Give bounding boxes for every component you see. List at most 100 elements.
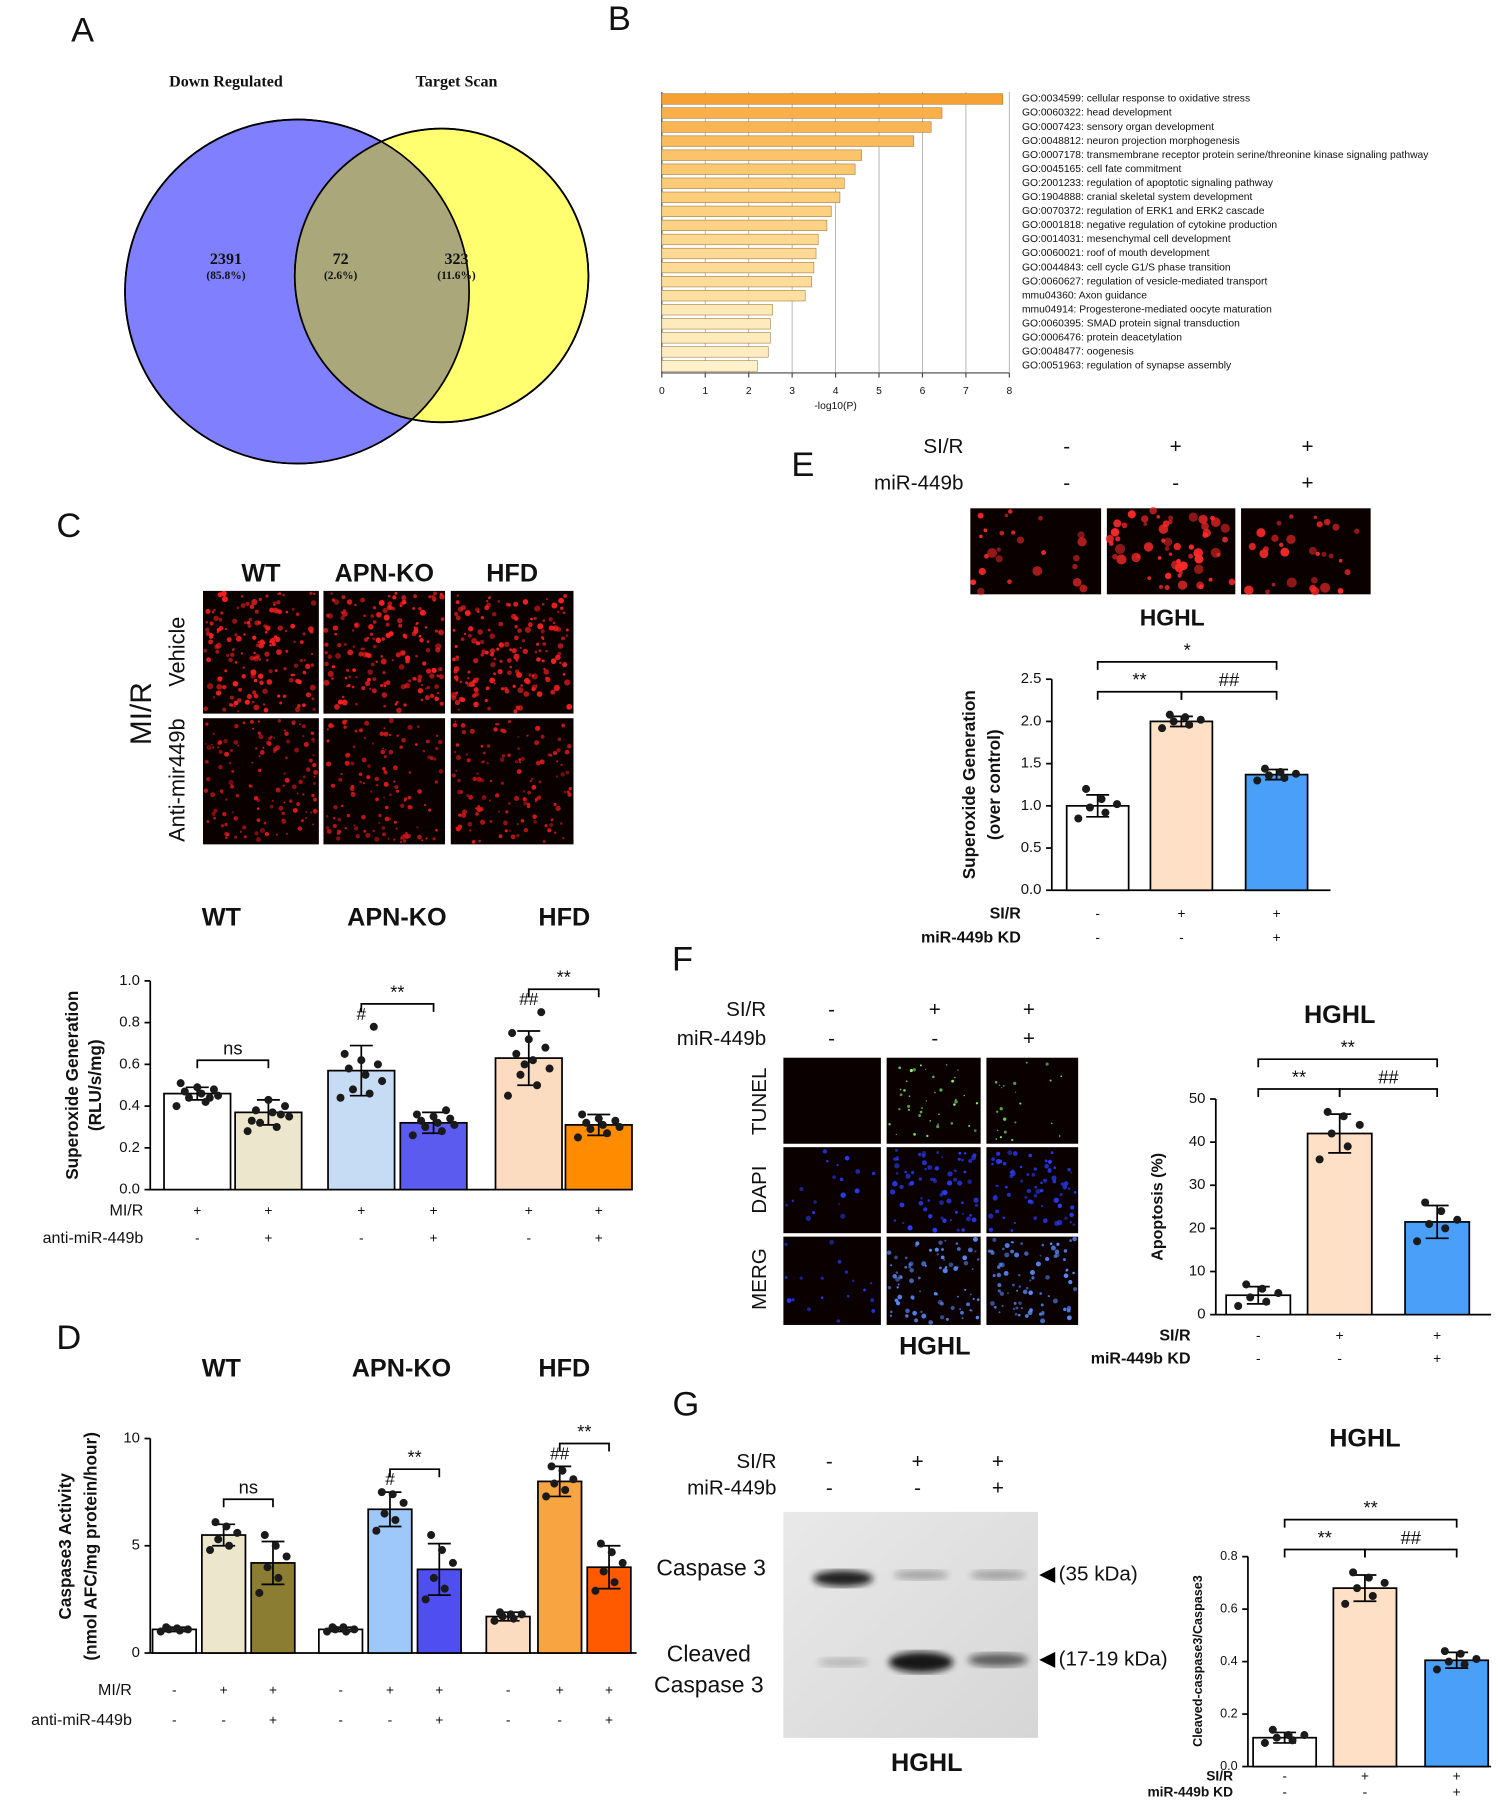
condition-mark: + [929,998,941,1021]
cell [784,1242,788,1247]
y-tick-label: 10 [1189,1263,1206,1279]
cell [468,795,474,800]
cell [471,638,477,644]
cell [1017,1273,1021,1277]
cell [514,635,519,641]
cell [890,1264,893,1267]
cell [420,683,424,687]
significance-bracket [1257,1058,1439,1068]
data-point [184,1093,193,1102]
cell [337,817,342,822]
cell [355,676,358,679]
data-point [1253,776,1262,785]
cell [259,827,265,834]
micrograph-cells [994,1061,1063,1142]
category-label: GO:0060627: regulation of vesicle-mediat… [1022,276,1267,287]
cell [481,795,487,800]
cell [388,733,392,737]
cell [211,611,215,614]
cell [249,604,255,609]
data-point [442,1106,451,1115]
caption: HGHL [891,1749,962,1777]
cell [230,784,235,789]
cell [997,1129,999,1131]
cell [383,796,385,799]
cell [222,685,227,690]
bar [661,107,943,119]
cell [292,809,295,811]
y-axis-label: Superoxide Generation [959,690,979,879]
cell [895,1133,897,1136]
cell [1010,1249,1014,1254]
cell [968,1125,971,1127]
cell [382,607,388,614]
y-tick-label: 0.2 [119,1140,140,1156]
data-point [1456,1649,1465,1658]
cell [226,637,232,643]
group-label: WT [202,904,242,932]
cell [1003,1270,1009,1276]
cell [1105,534,1114,544]
cell [213,608,216,612]
cell [559,661,562,665]
cell [487,706,491,711]
cell [472,683,475,687]
condition-mark: - [1256,1328,1261,1343]
cell [404,834,410,839]
cell [999,1291,1004,1296]
condition-mark: - [388,1712,393,1727]
cell [967,1247,973,1253]
cell [988,1227,994,1232]
cell [232,618,238,624]
category-label: GO:2001233: regulation of apoptotic sign… [1022,178,1274,189]
cell [205,631,211,637]
cell [1011,1138,1014,1142]
cell [439,592,443,596]
chart-title: HGHL [1329,1424,1400,1452]
micrograph-cells [785,1149,876,1221]
cell [252,690,257,695]
cell [996,1272,1002,1278]
cell [920,1310,923,1314]
cell [953,1103,956,1106]
cell [476,772,479,775]
x-tick-label: 3 [789,386,795,397]
data-point [247,1116,256,1125]
cell [384,748,387,751]
cell [340,772,343,776]
cell [1016,1289,1019,1292]
data-point [1380,1578,1389,1587]
cell [517,736,520,738]
cell [504,688,510,694]
cell [1202,528,1211,538]
significance-label: ** [1292,1067,1306,1088]
micrograph [783,1057,881,1144]
cell [325,613,330,618]
cell [403,799,407,802]
micrograph [783,1147,881,1234]
cell [393,820,397,824]
cell [1020,1179,1024,1183]
cell [401,650,406,655]
cell [941,1190,946,1195]
cell [324,642,329,647]
cell [476,776,482,782]
cell [553,802,557,806]
cell [455,743,460,747]
cell [921,1313,927,1319]
cell [228,703,233,707]
cell [381,826,386,830]
cell [408,679,412,683]
data-point [1158,724,1167,733]
cell [799,1187,804,1192]
cell [228,657,233,663]
cell [372,606,377,610]
bar [661,360,758,372]
cell [993,1305,997,1309]
data-point [348,1085,358,1094]
cell [305,692,312,698]
cell [487,596,491,600]
cell [498,834,503,839]
cell [327,654,333,660]
cell [940,1216,944,1220]
